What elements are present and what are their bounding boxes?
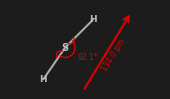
Text: 134.0 pm: 134.0 pm <box>100 38 126 73</box>
Text: 92.1°: 92.1° <box>77 53 98 62</box>
Text: H: H <box>40 75 47 84</box>
Text: H: H <box>89 15 97 24</box>
Text: S: S <box>62 42 69 53</box>
